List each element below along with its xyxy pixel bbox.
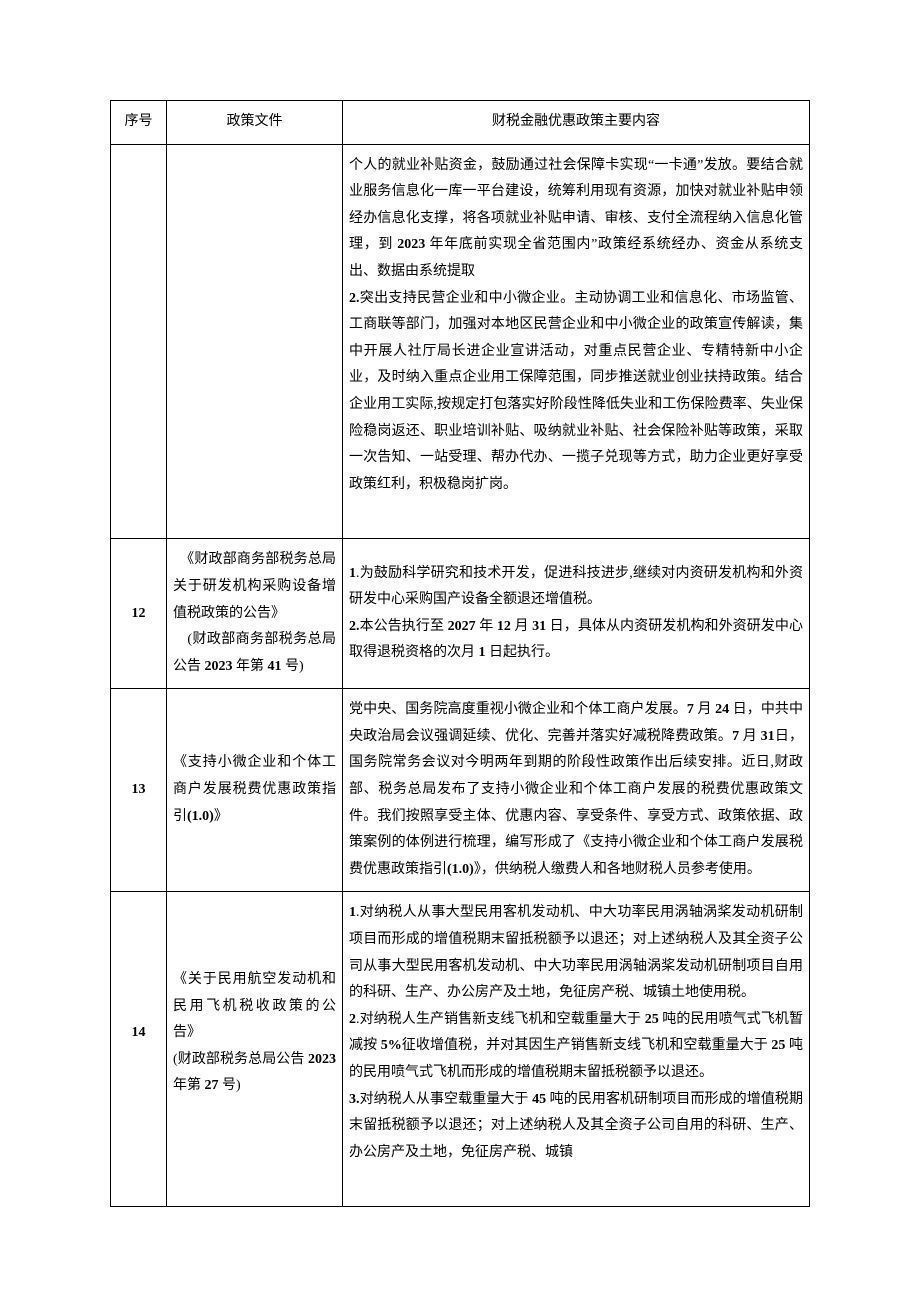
header-doc: 政策文件 — [167, 101, 343, 145]
cell-content: 1.为鼓励科学研究和技术开发，促进科技进步,继续对内资研发机构和外资研发中心采购… — [343, 539, 810, 689]
cell-seq: 13 — [111, 689, 167, 892]
cell-doc: 《支持小微企业和个体工商户发展税费优惠政策指引(1.0)》 — [167, 689, 343, 892]
cell-seq: 14 — [111, 892, 167, 1207]
table-row: 13 《支持小微企业和个体工商户发展税费优惠政策指引(1.0)》 党中央、国务院… — [111, 689, 810, 892]
cell-doc: 《财政部商务部税务总局关于研发机构采购设备增值税政策的公告》 (财政部商务部税务… — [167, 539, 343, 689]
cell-doc — [167, 144, 343, 539]
policy-table: 序号 政策文件 财税金融优惠政策主要内容 个人的就业补贴资金，鼓励通过社会保障卡… — [110, 100, 810, 1207]
cell-content: 党中央、国务院高度重视小微企业和个体工商户发展。7 月 24 日，中共中央政治局… — [343, 689, 810, 892]
header-seq: 序号 — [111, 101, 167, 145]
header-content: 财税金融优惠政策主要内容 — [343, 101, 810, 145]
table-row: 14 《关于民用航空发动机和民用飞机税收政策的公告》(财政部税务总局公告 202… — [111, 892, 810, 1207]
table-row: 12 《财政部商务部税务总局关于研发机构采购设备增值税政策的公告》 (财政部商务… — [111, 539, 810, 689]
cell-doc: 《关于民用航空发动机和民用飞机税收政策的公告》(财政部税务总局公告 2023年第… — [167, 892, 343, 1207]
cell-seq: 12 — [111, 539, 167, 689]
cell-seq — [111, 144, 167, 539]
table-row: 个人的就业补贴资金，鼓励通过社会保障卡实现“一卡通”发放。要结合就业服务信息化一… — [111, 144, 810, 539]
table-header: 序号 政策文件 财税金融优惠政策主要内容 — [111, 101, 810, 145]
cell-content: 个人的就业补贴资金，鼓励通过社会保障卡实现“一卡通”发放。要结合就业服务信息化一… — [343, 144, 810, 539]
cell-content: 1.对纳税人从事大型民用客机发动机、中大功率民用涡轴涡桨发动机研制项目而形成的增… — [343, 892, 810, 1207]
table-body: 个人的就业补贴资金，鼓励通过社会保障卡实现“一卡通”发放。要结合就业服务信息化一… — [111, 144, 810, 1207]
